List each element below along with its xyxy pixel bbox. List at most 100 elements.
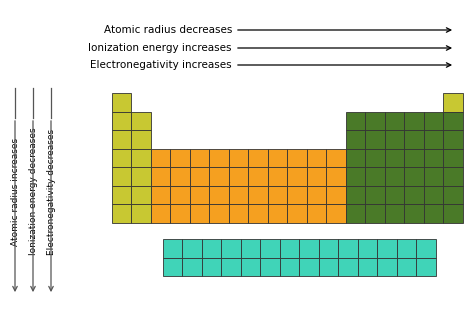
Bar <box>288 186 307 204</box>
Bar <box>424 186 444 204</box>
Bar <box>346 204 365 222</box>
Bar <box>444 167 463 186</box>
Bar <box>151 186 171 204</box>
Bar <box>346 186 365 204</box>
Bar <box>280 257 300 276</box>
Text: Electronegativity increases: Electronegativity increases <box>91 60 232 70</box>
Bar <box>444 186 463 204</box>
Bar <box>404 111 424 130</box>
Bar <box>385 130 404 149</box>
Bar <box>444 111 463 130</box>
Bar <box>131 130 151 149</box>
Bar <box>397 257 417 276</box>
Bar <box>151 149 171 167</box>
Bar <box>346 167 365 186</box>
Bar <box>365 204 385 222</box>
Bar <box>288 149 307 167</box>
Bar <box>397 239 417 257</box>
Bar <box>385 167 404 186</box>
Bar <box>131 204 151 222</box>
Bar <box>404 204 424 222</box>
Bar <box>300 257 319 276</box>
Bar <box>190 204 210 222</box>
Bar <box>404 130 424 149</box>
Bar <box>417 239 436 257</box>
Bar <box>365 167 385 186</box>
Bar <box>210 149 229 167</box>
Bar <box>327 149 346 167</box>
Bar <box>319 239 338 257</box>
Bar <box>163 239 182 257</box>
Bar <box>377 257 397 276</box>
Bar <box>424 111 444 130</box>
Bar <box>171 186 190 204</box>
Bar <box>385 111 404 130</box>
Bar <box>210 204 229 222</box>
Text: Atomic radius increases: Atomic radius increases <box>10 138 19 246</box>
Bar <box>404 186 424 204</box>
Bar <box>288 204 307 222</box>
Bar <box>151 167 171 186</box>
Bar <box>365 186 385 204</box>
Bar <box>338 257 358 276</box>
Bar <box>307 204 327 222</box>
Bar <box>268 167 288 186</box>
Bar <box>417 257 436 276</box>
Bar <box>444 149 463 167</box>
Bar <box>229 149 248 167</box>
Bar <box>248 167 268 186</box>
Bar <box>268 204 288 222</box>
Bar <box>112 111 131 130</box>
Bar <box>444 130 463 149</box>
Bar <box>241 239 261 257</box>
Text: Ionization energy decreases: Ionization energy decreases <box>28 128 37 255</box>
Bar <box>171 149 190 167</box>
Bar <box>307 149 327 167</box>
Bar <box>327 167 346 186</box>
Bar <box>327 204 346 222</box>
Bar <box>210 186 229 204</box>
Bar <box>221 239 241 257</box>
Bar <box>229 167 248 186</box>
Bar <box>171 204 190 222</box>
Bar <box>131 149 151 167</box>
Bar <box>358 257 377 276</box>
Bar <box>385 149 404 167</box>
Bar <box>444 204 463 222</box>
Bar <box>190 186 210 204</box>
Bar <box>112 93 131 111</box>
Text: Electronegativity decreases: Electronegativity decreases <box>46 129 55 255</box>
Bar <box>365 111 385 130</box>
Bar <box>112 130 131 149</box>
Bar <box>202 239 221 257</box>
Bar <box>300 239 319 257</box>
Bar <box>377 239 397 257</box>
Bar <box>319 257 338 276</box>
Bar <box>307 186 327 204</box>
Bar <box>229 204 248 222</box>
Bar <box>404 149 424 167</box>
Bar <box>307 167 327 186</box>
Bar <box>338 239 358 257</box>
Bar <box>385 186 404 204</box>
Bar <box>280 239 300 257</box>
Bar <box>210 167 229 186</box>
Bar <box>424 149 444 167</box>
Bar <box>190 167 210 186</box>
Bar <box>131 167 151 186</box>
Bar <box>268 186 288 204</box>
Bar <box>229 186 248 204</box>
Bar <box>358 239 377 257</box>
Bar <box>365 130 385 149</box>
Bar <box>346 111 365 130</box>
Bar <box>261 257 280 276</box>
Bar <box>288 167 307 186</box>
Text: Ionization energy increases: Ionization energy increases <box>89 43 232 53</box>
Bar <box>261 239 280 257</box>
Bar <box>112 186 131 204</box>
Bar <box>424 204 444 222</box>
Bar <box>171 167 190 186</box>
Bar <box>248 186 268 204</box>
Bar <box>190 149 210 167</box>
Bar <box>221 257 241 276</box>
